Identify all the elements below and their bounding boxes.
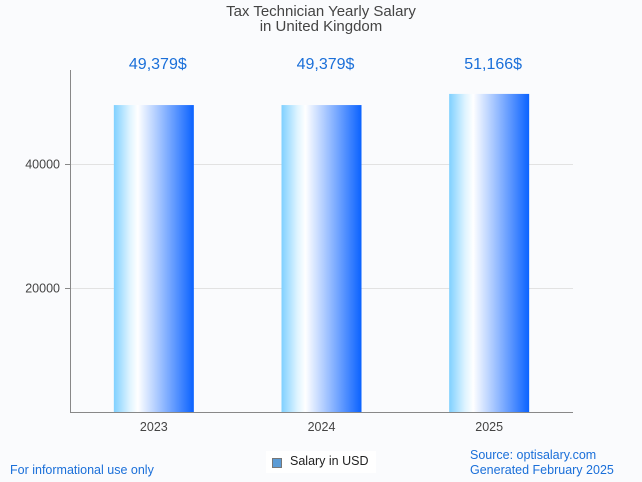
x-tick-label: 2023 (140, 420, 168, 434)
bar (113, 105, 194, 414)
legend-swatch (272, 458, 282, 468)
chart-title: Tax Technician Yearly Salary (226, 3, 416, 20)
disclaimer: For informational use only (10, 463, 154, 477)
y-tick-label: 20000 (25, 282, 60, 296)
source-link[interactable]: Source: optisalary.com (470, 448, 597, 462)
data-label: 49,379$ (297, 56, 355, 73)
data-label: 51,166$ (464, 56, 522, 73)
data-label: 49,379$ (129, 56, 187, 73)
legend: Salary in USD (266, 451, 376, 473)
chart-subtitle: in United Kingdom (259, 18, 383, 35)
y-tick-label: 40000 (25, 158, 60, 172)
legend-label: Salary in USD (290, 454, 369, 468)
x-tick-label: 2025 (475, 420, 503, 434)
bar (281, 105, 362, 414)
x-tick-label: 2024 (308, 420, 336, 434)
bar (449, 93, 530, 413)
generated-date: Generated February 2025 (470, 463, 614, 477)
